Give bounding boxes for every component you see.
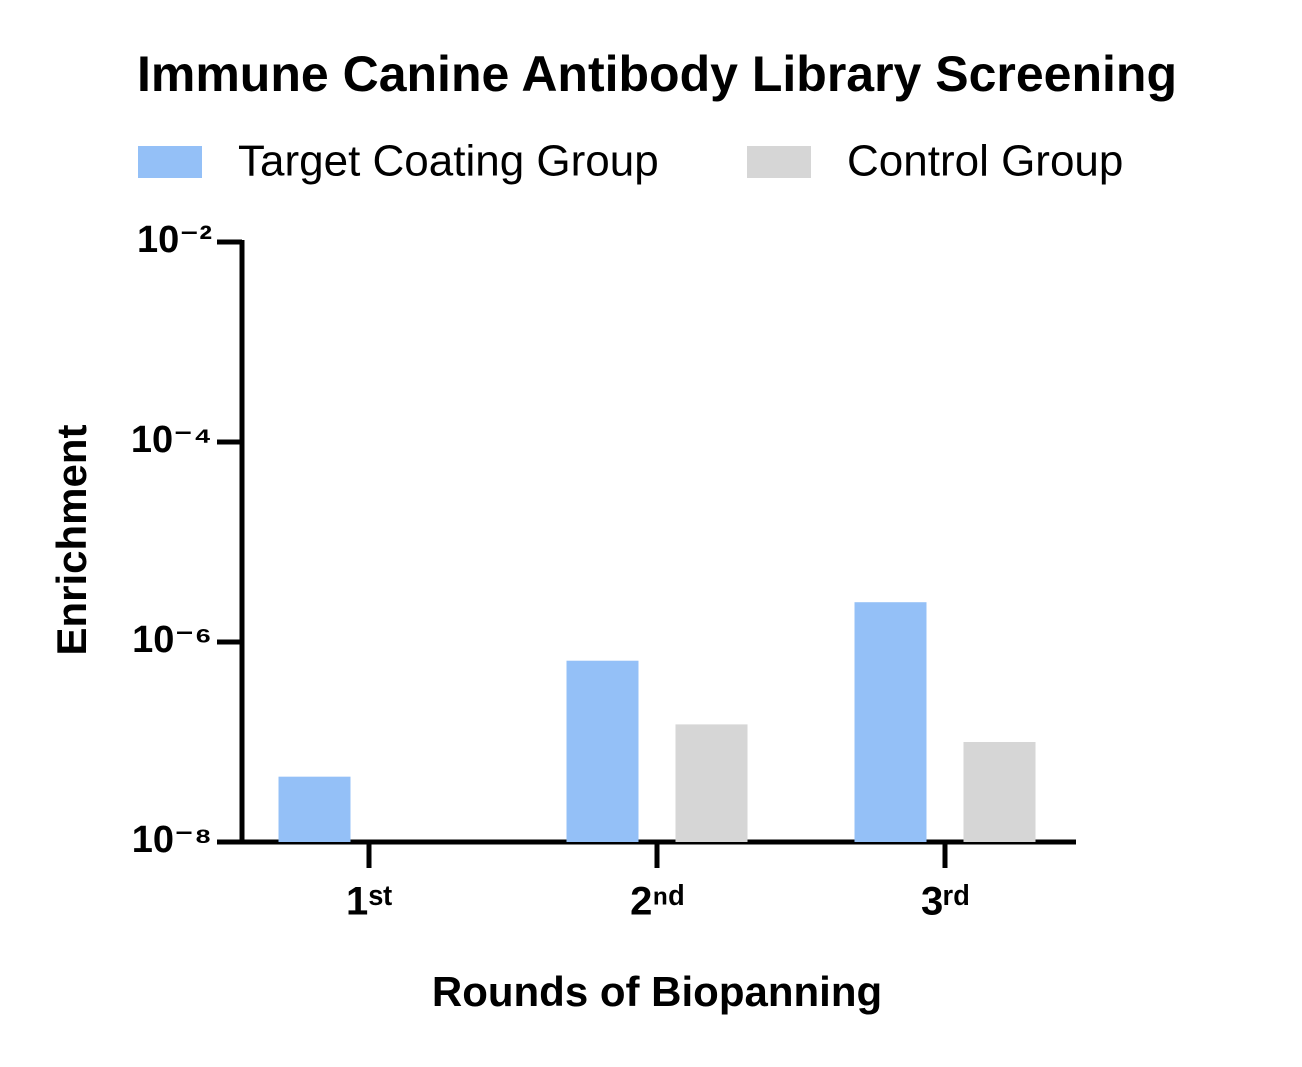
chart-title: Immune Canine Antibody Library Screening	[137, 46, 1177, 102]
y-tick-label: 10⁻⁴	[131, 419, 212, 461]
bar	[854, 602, 927, 842]
legend-label: Target Coating Group	[238, 137, 659, 186]
y-axis-label: Enrichment	[48, 424, 95, 655]
bar	[675, 724, 748, 842]
x-tick-label: 2ⁿᵈ	[630, 880, 684, 924]
legend-swatch	[747, 146, 811, 178]
legend-label: Control Group	[847, 137, 1123, 186]
bar	[963, 742, 1036, 842]
bar	[566, 660, 639, 842]
legend-swatch	[138, 146, 202, 178]
y-tick-label: 10⁻⁶	[132, 619, 212, 661]
bar	[278, 776, 351, 842]
x-tick-label: 1ˢᵗ	[346, 880, 392, 924]
y-tick-label: 10⁻²	[137, 219, 212, 261]
y-tick-label: 10⁻⁸	[132, 819, 212, 861]
x-axis-label: Rounds of Biopanning	[432, 968, 882, 1015]
x-tick-label: 3ʳᵈ	[921, 880, 969, 924]
